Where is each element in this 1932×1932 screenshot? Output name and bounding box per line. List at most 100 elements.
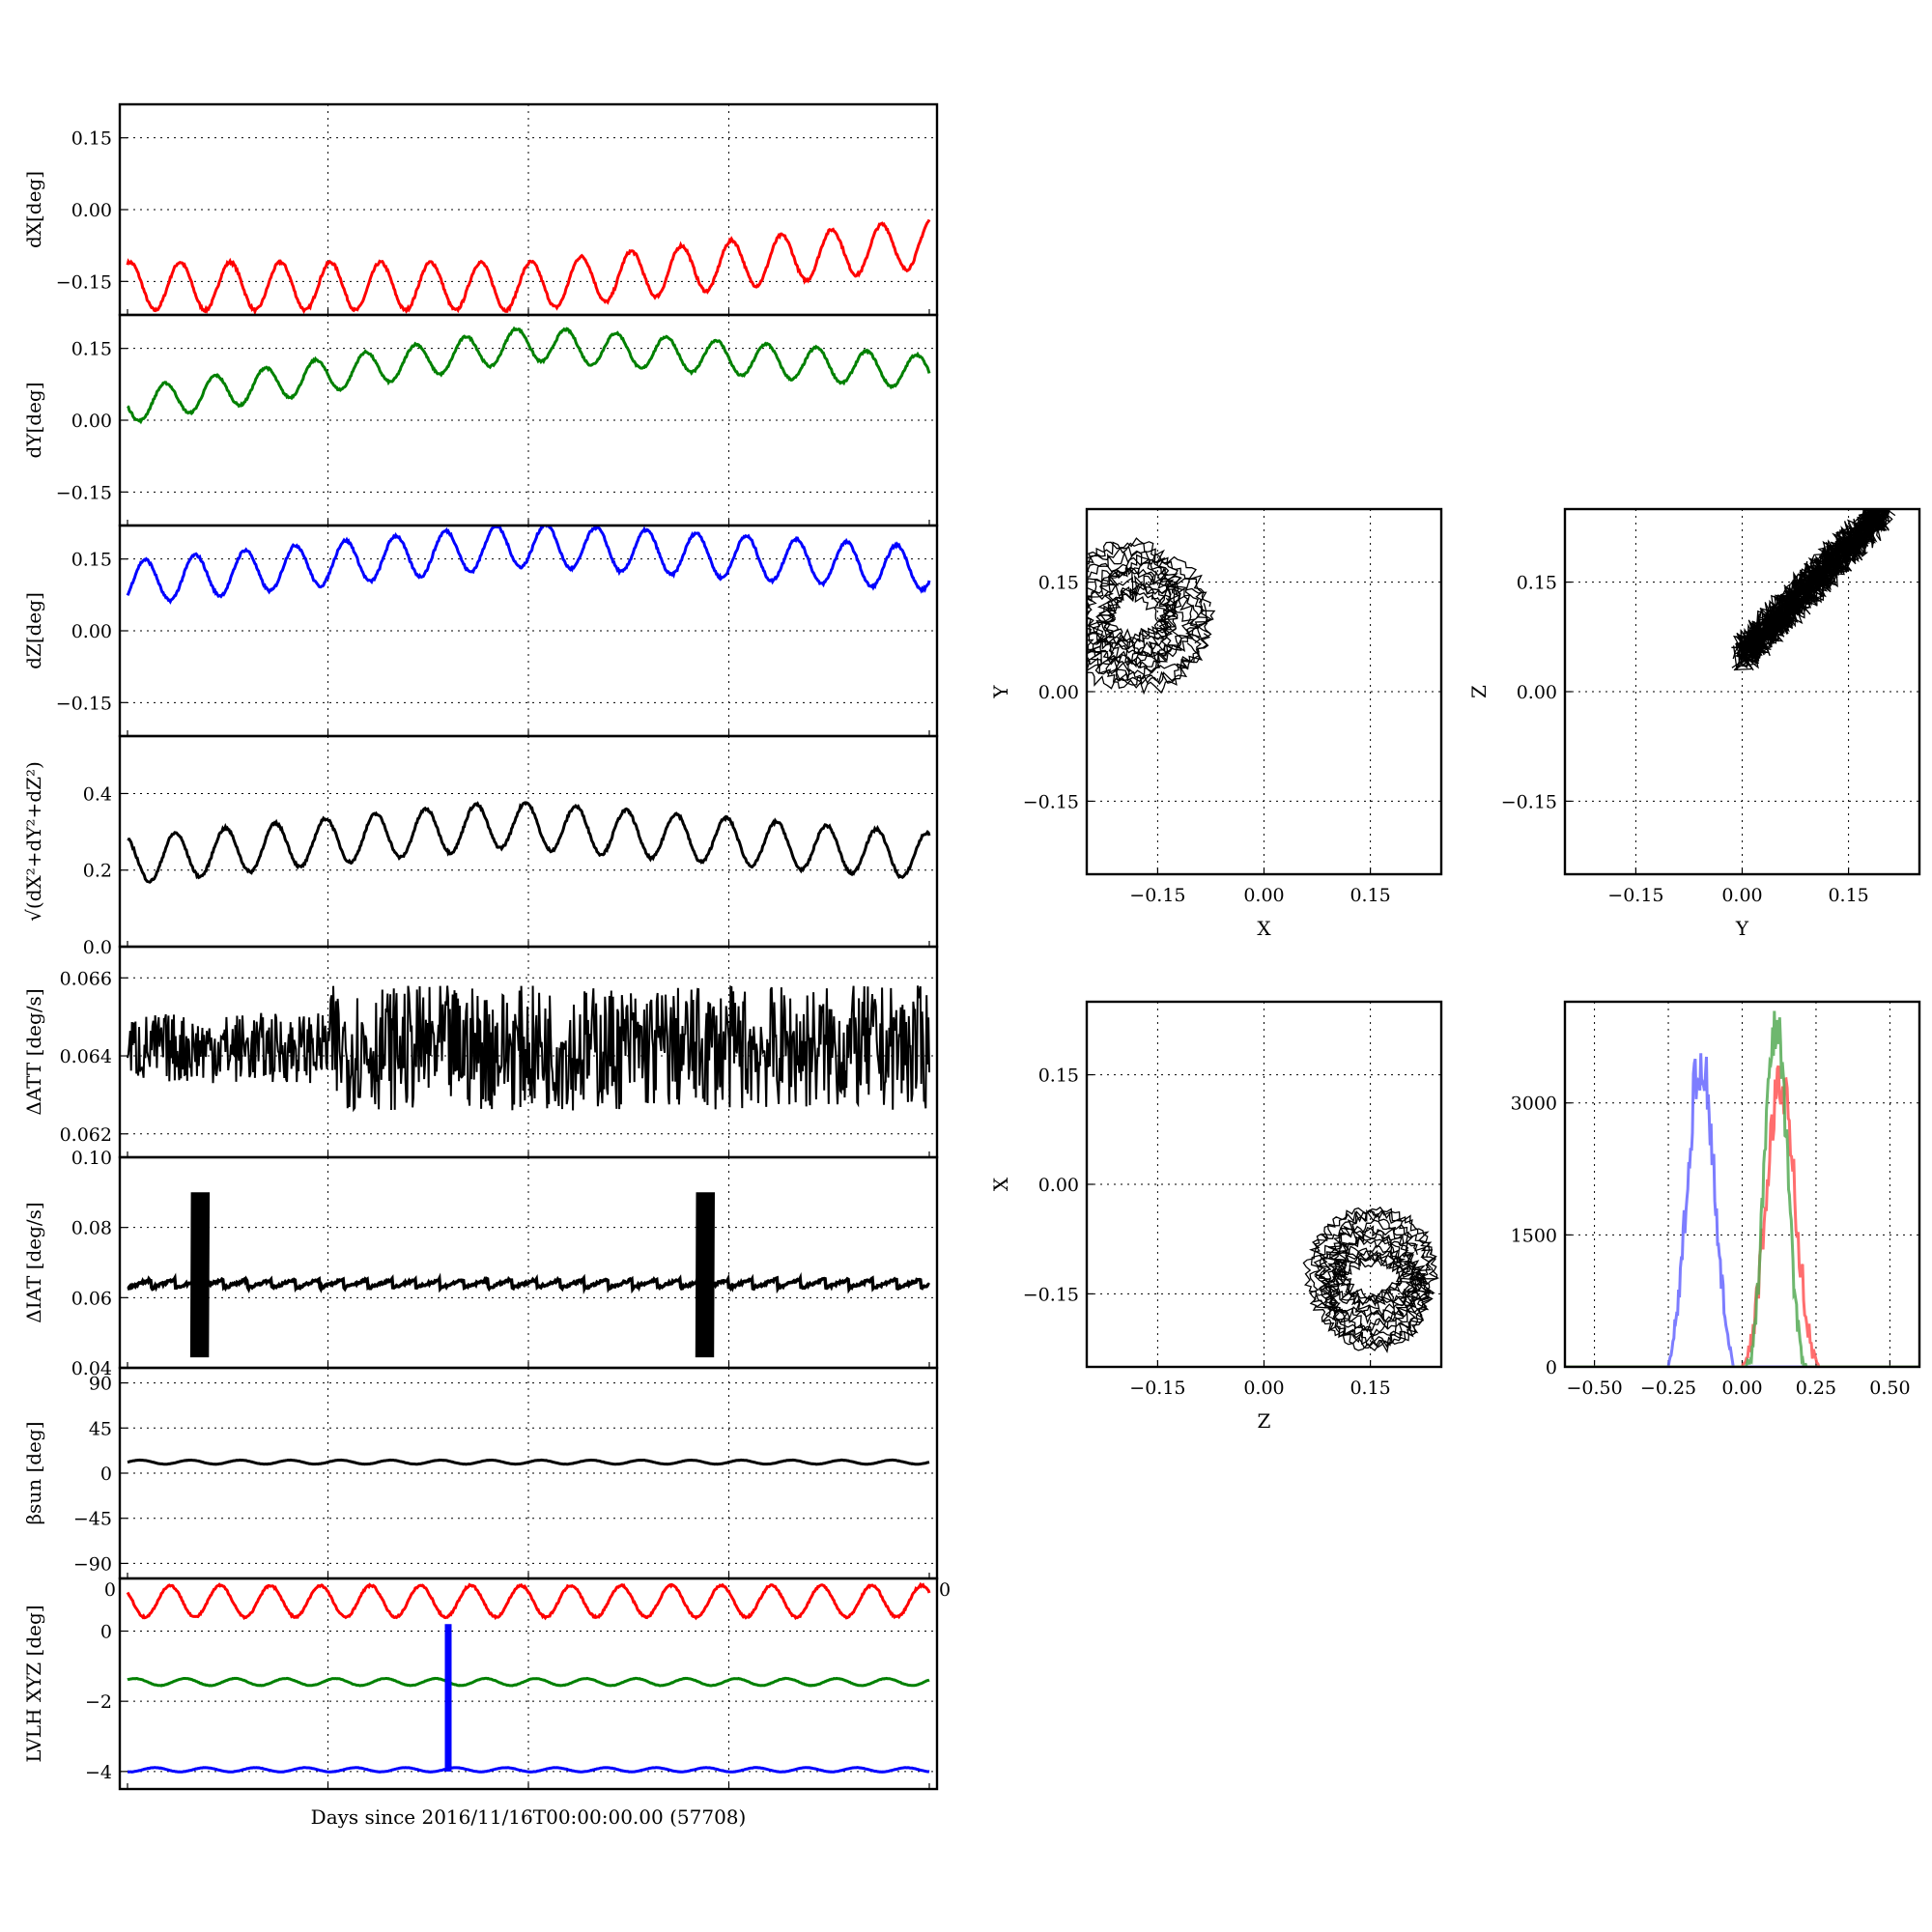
panel-xy: −0.15 0.00 0.15 0.15 0.00 −0.15 X Y	[989, 507, 1443, 940]
trajectory-loop	[1087, 590, 1202, 696]
axes-frame	[1085, 507, 1443, 876]
ylabel-beta: βsun [deg]	[22, 1422, 45, 1525]
ytick-label: 0.062	[60, 1124, 112, 1146]
panel-beta: 90 45 0 −45 −90 βsun [deg]	[22, 1366, 939, 1580]
bottom-xlabel: Days since 2016/11/16T00:00:00.00 (57708…	[311, 1805, 747, 1829]
xlabel-yz: Y	[1735, 917, 1749, 940]
histogram-series-2	[1565, 1010, 1919, 1367]
xtick-label: 0.15	[1828, 885, 1868, 906]
ylabel-diat: ΔIAT [deg/s]	[22, 1202, 45, 1322]
ytick-label: 0.4	[83, 783, 112, 805]
panel-dy: 0.15 0.00 −0.15 dY[deg]	[22, 313, 939, 527]
ylabel-zx: X	[989, 1177, 1012, 1191]
ytick-label: 0.08	[71, 1218, 112, 1239]
corner-label-right: 0	[939, 1579, 951, 1601]
xtick-label: 0.00	[1721, 885, 1762, 906]
series-line-dx-0	[126, 218, 931, 315]
ytick-label: −2	[85, 1691, 112, 1713]
xtick-label: 0.25	[1796, 1378, 1836, 1399]
series-line-lvlh-1	[127, 1676, 930, 1688]
ytick-label: 0.00	[1038, 682, 1079, 703]
ytick-label: 0.00	[1038, 1175, 1079, 1196]
ytick-label: 0.15	[71, 550, 112, 571]
ytick-label: 0.00	[71, 411, 112, 432]
axes-frame	[118, 734, 939, 949]
ylabel-xy: Y	[989, 685, 1012, 699]
ytick-label: −45	[73, 1509, 112, 1530]
ytick-label: 0	[1546, 1357, 1557, 1378]
ytick-label: 0.066	[60, 968, 112, 989]
xtick-label: −0.25	[1640, 1378, 1696, 1399]
trajectory-loop	[1309, 1208, 1412, 1308]
xtick-label: 0.50	[1869, 1378, 1910, 1399]
xlabel-zx: Z	[1258, 1409, 1271, 1433]
trajectory-loop	[1087, 566, 1183, 671]
trajectory-loop	[1328, 1249, 1432, 1349]
ytick-label: −0.15	[1501, 791, 1557, 812]
series-line-dy-0	[127, 326, 931, 425]
series-line-dr-0	[127, 801, 931, 884]
axes-frame	[118, 1155, 939, 1370]
ytick-label: −0.15	[56, 482, 112, 503]
ytick-label: 3000	[1511, 1094, 1557, 1115]
ylabel-dr: √(dX²+dY²+dZ²)	[22, 761, 45, 922]
ytick-label: 0.10	[71, 1148, 112, 1169]
ytick-label: 0	[100, 1463, 112, 1485]
panel-hist: −0.50 −0.25 0.00 0.25 0.50 3000 1500 0	[1511, 1000, 1921, 1399]
xtick-label: −0.15	[1129, 1378, 1185, 1399]
ytick-label: −4	[85, 1762, 112, 1783]
ytick-label: −90	[73, 1553, 112, 1575]
panel-yz: −0.15 0.00 0.15 0.15 0.00 −0.15 Y Z	[1467, 507, 1921, 940]
axes-frame	[1563, 1000, 1921, 1369]
trajectory-loop	[1087, 551, 1181, 656]
histogram-series-0	[1565, 1053, 1919, 1367]
ylabel-datt: ΔATT [deg/s]	[22, 988, 45, 1115]
series-line-lvlh-0	[126, 1581, 931, 1621]
xtick-label: 0.15	[1350, 885, 1390, 906]
panel-zx: −0.15 0.00 0.15 0.15 0.00 −0.15 Z X	[989, 1000, 1443, 1433]
ytick-label: 0.04	[71, 1358, 112, 1379]
series-line-beta-0	[127, 1458, 930, 1466]
series-line-datt	[127, 985, 930, 1113]
ytick-label: 90	[89, 1374, 112, 1395]
trajectory-loop	[1087, 560, 1193, 667]
ytick-label: 0.15	[1038, 573, 1079, 594]
ytick-label: 0.2	[83, 861, 112, 882]
panel-dx: 0.15 0.00 −0.15 dX[deg]	[22, 102, 939, 317]
series-line-dz-0	[126, 526, 931, 605]
trajectory-loop	[1087, 546, 1176, 650]
ylabel-lvlh: LVLH XYZ [deg]	[22, 1605, 45, 1762]
ytick-label: 45	[89, 1418, 112, 1439]
ytick-label: −0.15	[1023, 791, 1079, 812]
trajectory-loop	[1102, 553, 1212, 658]
xtick-label: 0.00	[1243, 885, 1284, 906]
trajectory-loop	[1325, 1206, 1433, 1304]
ytick-label: 0.06	[71, 1288, 112, 1309]
ytick-label: 0.064	[60, 1046, 112, 1067]
ytick-label: 0.0	[83, 937, 112, 958]
trajectory-loop	[1324, 1249, 1430, 1349]
ytick-label: 0	[100, 1622, 112, 1643]
ytick-label: 0.15	[71, 339, 112, 360]
xtick-label: 0.15	[1350, 1378, 1390, 1399]
corner-label-left: 0	[104, 1579, 116, 1601]
ytick-label: −0.15	[1023, 1284, 1079, 1305]
spike-burst	[695, 1192, 715, 1358]
xtick-label: 0.00	[1243, 1378, 1284, 1399]
ylabel-yz: Z	[1467, 685, 1491, 698]
ytick-label: 0.15	[71, 128, 112, 150]
ytick-label: 0.00	[71, 621, 112, 642]
axes-frame	[118, 1577, 939, 1791]
ylabel-dy: dY[deg]	[22, 382, 45, 458]
axes-frame	[1563, 507, 1921, 876]
ylabel-dz: dZ[deg]	[22, 592, 45, 669]
panel-lvlh: 0 −2 −4 0 0 LVLH XYZ [deg]	[22, 1577, 951, 1791]
axes-frame	[1085, 1000, 1443, 1369]
xtick-label: −0.15	[1607, 885, 1663, 906]
trajectory-loop	[1087, 562, 1177, 666]
xtick-label: −0.15	[1129, 885, 1185, 906]
ytick-label: 0.15	[1038, 1065, 1079, 1087]
panel-dz: 0.15 0.00 −0.15 dZ[deg]	[22, 524, 939, 738]
ytick-label: 0.00	[71, 200, 112, 221]
